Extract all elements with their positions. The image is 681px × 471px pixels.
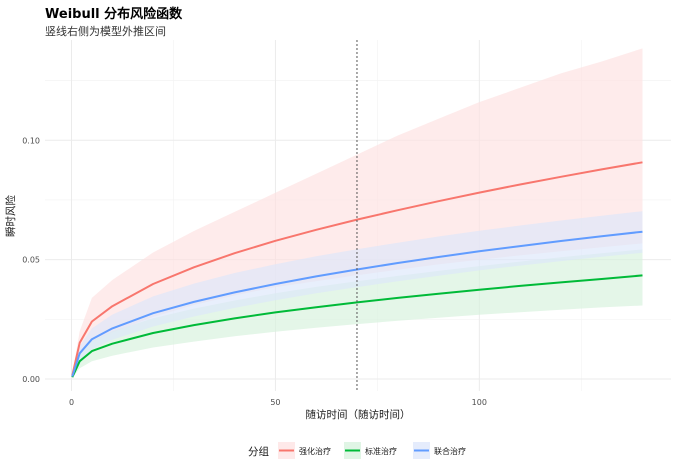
x-tick-labels: 0 50 100 (69, 398, 487, 407)
y-tick-labels: 0.00 0.05 0.10 (22, 136, 40, 384)
legend-label: 强化治疗 (299, 446, 331, 456)
legend: 分组 强化治疗 标准治疗 联合治疗 (248, 442, 466, 459)
legend-label: 标准治疗 (365, 446, 397, 456)
x-axis-title: 随访时间（随访时间） (306, 408, 411, 421)
hazard-line (71, 161, 643, 376)
chart-title: Weibull 分布风险函数 (45, 7, 183, 22)
y-tick-label: 0.00 (22, 375, 40, 384)
hazard-lines (71, 161, 643, 378)
legend-label: 联合治疗 (434, 446, 466, 456)
hazard-line (71, 230, 643, 377)
x-tick-label: 0 (69, 398, 74, 407)
ci-ribbon (72, 211, 643, 378)
legend-title: 分组 (248, 445, 269, 458)
y-tick-label: 0.10 (22, 136, 40, 145)
chart-subtitle: 竖线右侧为模型外推区间 (45, 25, 166, 38)
y-axis-title: 瞬时风险 (4, 195, 17, 237)
x-tick-label: 100 (472, 398, 487, 407)
y-tick-label: 0.05 (22, 256, 40, 265)
hazard-line (71, 274, 643, 378)
x-tick-label: 50 (270, 398, 280, 407)
